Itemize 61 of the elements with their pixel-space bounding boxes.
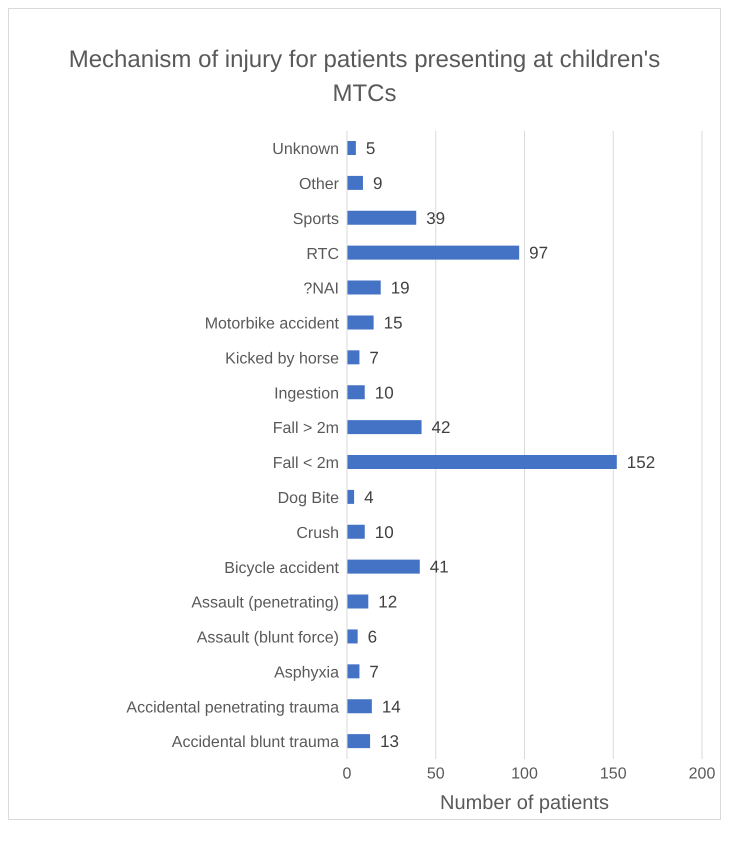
y-tick-label: Accidental blunt trauma	[172, 734, 340, 752]
y-tick-label: Motorbike accident	[204, 316, 340, 333]
data-label: 4	[364, 488, 374, 507]
bar	[347, 176, 363, 190]
bar	[347, 246, 520, 260]
data-label: 7	[369, 348, 379, 368]
data-label: 5	[366, 139, 376, 158]
y-tick-label: Kicked by horse	[225, 350, 340, 368]
y-tick-label: Sports	[292, 210, 339, 228]
x-axis-title: Number of patients	[440, 792, 609, 814]
bar	[347, 664, 360, 678]
bar	[347, 315, 374, 330]
x-tick-label: 150	[600, 765, 627, 782]
x-tick-label: 0	[342, 765, 352, 782]
y-tick-label: Unknown	[272, 141, 339, 158]
bar	[347, 524, 365, 539]
bar	[347, 629, 358, 644]
y-tick-label: Ingestion	[274, 385, 339, 402]
bar	[347, 699, 372, 714]
data-label: 13	[380, 732, 399, 752]
data-label: 42	[432, 418, 450, 438]
y-tick-label: Dog Bite	[278, 490, 340, 508]
x-tick-label: 50	[426, 765, 445, 782]
bar	[347, 560, 420, 574]
bar	[347, 280, 381, 295]
data-label: 12	[378, 592, 398, 612]
data-label: 39	[426, 208, 446, 228]
y-tick-label: Crush	[296, 524, 339, 542]
bar	[347, 350, 360, 364]
data-label: 9	[372, 174, 382, 193]
bar	[347, 734, 370, 748]
chart-title: Mechanism of injury for patients presenting at children's MTCs	[68, 45, 662, 109]
bar	[347, 210, 416, 225]
y-tick-label: Assault (penetrating)	[191, 594, 339, 612]
y-tick-label: Asphyxia	[274, 664, 340, 682]
y-tick-label: Other	[298, 176, 340, 194]
bar	[347, 141, 356, 155]
bar	[347, 490, 354, 504]
data-label: 10	[374, 383, 394, 402]
x-tick-label: 100	[511, 765, 538, 782]
data-label: 152	[626, 453, 656, 472]
y-tick-label: RTC	[306, 246, 339, 263]
x-tick-label: 200	[688, 765, 716, 782]
data-label: 7	[369, 662, 379, 682]
y-tick-label: Bicycle accident	[224, 560, 340, 577]
data-label: 10	[374, 522, 394, 542]
bar	[347, 455, 617, 469]
y-tick-label: Fall < 2m	[272, 455, 339, 472]
data-label: 6	[368, 627, 378, 646]
data-label: 19	[390, 278, 410, 298]
y-tick-label: Fall > 2m	[272, 420, 339, 438]
data-label: 14	[382, 697, 401, 716]
bar	[347, 594, 368, 609]
y-tick-label: ?NAI	[303, 280, 339, 298]
bar	[347, 385, 365, 400]
data-label: 15	[384, 313, 403, 332]
data-label: 97	[529, 244, 548, 263]
y-tick-label: Accidental penetrating trauma	[126, 699, 340, 716]
bar	[347, 420, 422, 434]
data-label: 41	[430, 558, 449, 577]
y-tick-label: Assault (blunt force)	[196, 630, 339, 647]
